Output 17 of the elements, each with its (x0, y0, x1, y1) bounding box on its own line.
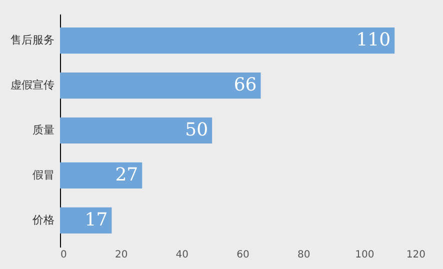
x-tick-label: 40 (176, 250, 189, 260)
x-tick-label: 20 (114, 250, 128, 260)
data-label: 66 (234, 74, 257, 96)
x-tick-label: 80 (297, 250, 310, 260)
y-tick-label: 假冒 (32, 168, 54, 182)
x-tick-label: 100 (355, 250, 374, 260)
x-tick-label: 0 (60, 250, 67, 260)
x-tick-label: 60 (236, 250, 250, 260)
y-tick-label: 售后服务 (10, 34, 54, 47)
y-tick-label: 质量 (32, 124, 54, 136)
data-label: 27 (115, 164, 138, 186)
x-tick-label: 120 (406, 250, 426, 260)
data-label: 110 (356, 30, 391, 51)
data-label: 50 (185, 120, 208, 140)
y-tick-label: 虚假宣传 (10, 78, 54, 92)
y-tick-label: 价格 (32, 213, 54, 226)
data-label: 17 (84, 209, 108, 230)
